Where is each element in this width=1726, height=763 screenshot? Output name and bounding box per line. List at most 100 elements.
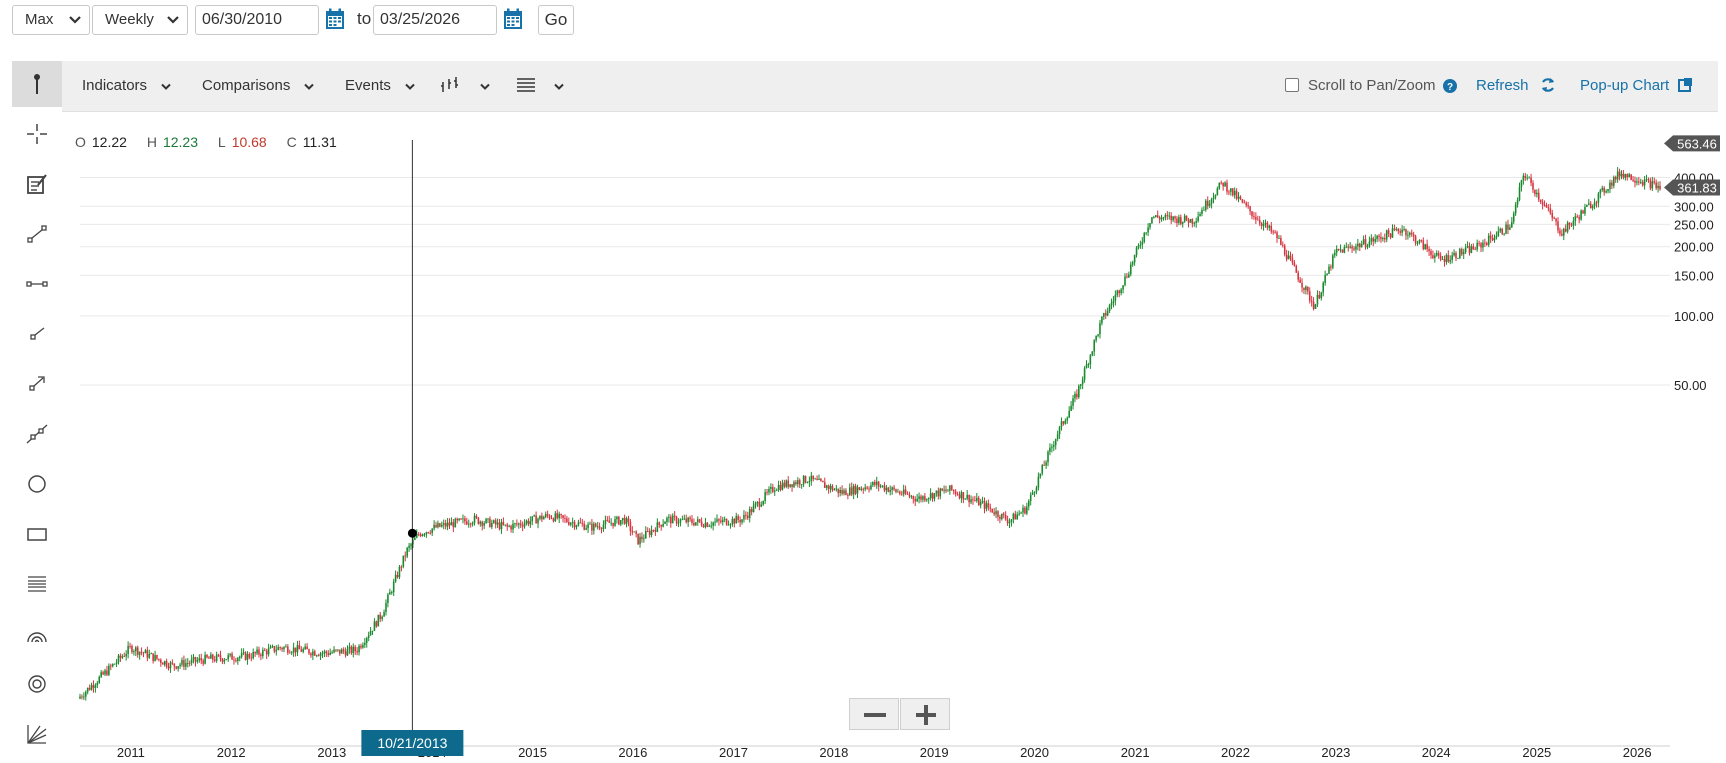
- candle-body: [1441, 259, 1444, 260]
- candle-body: [215, 654, 218, 661]
- tool-ray[interactable]: [12, 311, 62, 357]
- candle-body: [1499, 228, 1502, 232]
- candle-body: [914, 499, 917, 502]
- tool-trendline[interactable]: [12, 211, 62, 257]
- tool-crosshair-pin[interactable]: [12, 61, 62, 107]
- annotation-icon: [27, 174, 47, 194]
- candle-body: [1405, 229, 1407, 236]
- scroll-pan-zoom-checkbox[interactable]: [1285, 78, 1299, 92]
- candle-body: [1622, 173, 1625, 178]
- tool-arc[interactable]: [12, 611, 62, 657]
- candle-body: [625, 518, 628, 524]
- chevron-down-icon: [405, 83, 415, 90]
- tool-crosshair[interactable]: [12, 111, 62, 157]
- popup-icon[interactable]: [1678, 77, 1693, 92]
- candle-body: [1312, 301, 1315, 309]
- candle-body: [1029, 494, 1032, 501]
- candle-body: [125, 654, 127, 657]
- tool-target[interactable]: [12, 661, 62, 707]
- candle-body: [1091, 351, 1094, 356]
- candlestick-icon[interactable]: [440, 76, 462, 94]
- minus-icon: [864, 713, 886, 717]
- refresh-link[interactable]: Refresh: [1476, 77, 1529, 94]
- tool-fibonacci[interactable]: [12, 561, 62, 607]
- candle-body: [1566, 222, 1569, 232]
- zoom-in-button[interactable]: [900, 698, 950, 730]
- refresh-icon[interactable]: [1540, 76, 1556, 94]
- candle-body: [1197, 216, 1199, 222]
- zoom-out-button[interactable]: [849, 698, 899, 730]
- candle-body: [1320, 292, 1323, 299]
- horizontal-segment-icon: [26, 281, 48, 287]
- range-select[interactable]: Max: [12, 5, 90, 35]
- candle-body: [1332, 255, 1334, 268]
- range-controls: Max Weekly 06/30/2010 to 03/25/2026 Go: [0, 0, 1726, 50]
- candle-body: [781, 482, 784, 490]
- candle-body: [795, 482, 797, 485]
- price-chart[interactable]: 50.00100.00150.00200.00250.00300.00400.0…: [62, 130, 1726, 763]
- candle-body: [462, 518, 464, 520]
- candle-body: [804, 475, 807, 483]
- candle-body: [1407, 234, 1409, 236]
- candle-body: [1012, 513, 1015, 520]
- candle-body: [862, 488, 865, 490]
- help-icon[interactable]: ?: [1443, 79, 1457, 93]
- candle-body: [1595, 202, 1598, 204]
- candle-body: [814, 478, 816, 480]
- candle-body: [879, 486, 882, 487]
- fibonacci-icon: [28, 576, 46, 592]
- candle-body: [1068, 410, 1070, 418]
- events-menu[interactable]: Events: [345, 77, 391, 94]
- calendar-icon[interactable]: [325, 8, 345, 30]
- candle-body: [83, 696, 85, 698]
- tool-circle[interactable]: [12, 461, 62, 507]
- candle-body: [1586, 204, 1588, 207]
- candle-body: [583, 523, 586, 530]
- interval-select[interactable]: Weekly: [92, 5, 188, 35]
- indicators-menu[interactable]: Indicators: [82, 77, 148, 94]
- candle-body: [999, 516, 1001, 520]
- candle-body: [1647, 179, 1650, 181]
- comparisons-menu[interactable]: Comparisons: [202, 77, 291, 94]
- candle-body: [550, 518, 553, 519]
- candle-body: [1507, 224, 1509, 230]
- candle-body: [1576, 216, 1579, 218]
- lines-icon[interactable]: [516, 77, 536, 93]
- tool-horizontal-segment[interactable]: [12, 261, 62, 307]
- candle-body: [870, 485, 872, 490]
- candle-body: [1416, 242, 1419, 244]
- candle-body: [244, 652, 247, 660]
- candle-body: [196, 660, 199, 662]
- calendar-icon[interactable]: [503, 8, 523, 30]
- candle-body: [1482, 242, 1484, 248]
- candle-body: [285, 646, 287, 648]
- candle-body: [695, 522, 697, 526]
- candle-body: [739, 519, 741, 523]
- range-select-value: Max: [25, 11, 54, 28]
- candle-body: [589, 523, 591, 525]
- candle-body: [766, 492, 768, 494]
- tool-rectangle[interactable]: [12, 511, 62, 557]
- candle-body: [577, 522, 580, 526]
- tool-extended-line[interactable]: [12, 411, 62, 457]
- candle-body: [1611, 182, 1613, 186]
- candle-body: [1360, 243, 1363, 248]
- candle-body: [1210, 199, 1213, 204]
- go-button[interactable]: Go: [538, 5, 574, 35]
- tool-annotation[interactable]: [12, 161, 62, 207]
- candle-body: [1291, 257, 1294, 263]
- tool-gann-fan[interactable]: [12, 711, 62, 757]
- candle-body: [494, 520, 497, 525]
- popup-chart-link[interactable]: Pop-up Chart: [1580, 77, 1670, 94]
- end-date-input[interactable]: 03/25/2026: [373, 5, 497, 35]
- candle-body: [1605, 191, 1607, 193]
- candle-body: [612, 522, 614, 526]
- start-date-input[interactable]: 06/30/2010: [195, 5, 319, 35]
- candle-body: [142, 652, 145, 654]
- candle-body: [111, 663, 114, 667]
- candle-body: [768, 488, 770, 493]
- candle-body: [204, 654, 206, 664]
- candle-body: [208, 657, 210, 659]
- tool-arrow-line[interactable]: [12, 361, 62, 407]
- candle-body: [441, 524, 443, 527]
